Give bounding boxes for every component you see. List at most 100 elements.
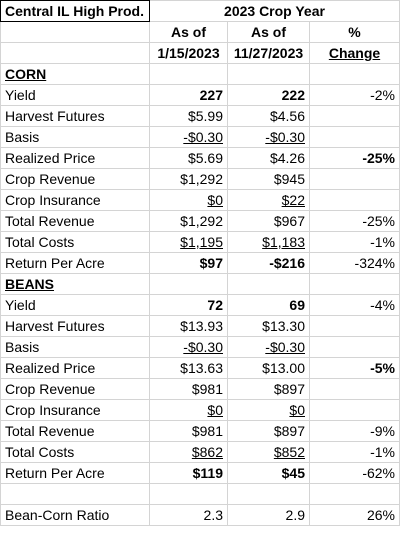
table-row: Bean-Corn Ratio 2.3 2.9 26% [0,504,400,526]
value-cell: -$0.30 [227,336,310,358]
value-cell: $4.56 [227,105,310,127]
value-cell: -$216 [227,252,310,274]
table-row: Total Revenue $981 $897 -9% [0,420,400,442]
table-title: Central IL High Prod. [0,0,150,22]
value-cell: $13.63 [149,357,228,379]
table-row: Crop Revenue $1,292 $945 [0,168,400,190]
table-row: Yield 72 69 -4% [0,294,400,316]
value-cell: $0 [227,399,310,421]
change-cell [309,168,400,190]
change-cell: -25% [309,147,400,169]
col1-header-top: As of [149,21,228,43]
section-row-corn: CORN [0,63,400,85]
value-cell: $897 [227,420,310,442]
value-cell: $1,195 [149,231,228,253]
section-label-corn: CORN [0,63,150,85]
row-label: Yield [0,294,150,316]
value-cell: 2.9 [227,504,310,526]
change-cell: -5% [309,357,400,379]
row-label: Bean-Corn Ratio [0,504,150,526]
row-label: Crop Insurance [0,399,150,421]
row-label: Basis [0,126,150,148]
table-row: Crop Insurance $0 $22 [0,189,400,211]
row-label: Basis [0,336,150,358]
change-cell [309,315,400,337]
crop-year-header: 2023 Crop Year [149,0,400,22]
row-label: Harvest Futures [0,105,150,127]
value-cell: $13.00 [227,357,310,379]
value-cell: $119 [149,462,228,484]
row-label: Realized Price [0,147,150,169]
table-row: Total Costs $1,195 $1,183 -1% [0,231,400,253]
change-cell: -9% [309,420,400,442]
header-row-1: Central IL High Prod. 2023 Crop Year [0,0,400,22]
change-cell [309,105,400,127]
value-cell: 72 [149,294,228,316]
value-cell: $945 [227,168,310,190]
header-blank [0,21,150,43]
table-row: Realized Price $13.63 $13.00 -5% [0,357,400,379]
value-cell: $1,183 [227,231,310,253]
value-cell: 69 [227,294,310,316]
change-cell [309,126,400,148]
change-cell: -1% [309,441,400,463]
value-cell: -$0.30 [149,126,228,148]
change-cell: -25% [309,210,400,232]
table-row: Total Costs $862 $852 -1% [0,441,400,463]
change-cell: -1% [309,231,400,253]
row-label: Return Per Acre [0,252,150,274]
value-cell: $97 [149,252,228,274]
header-row-2: As of As of % [0,21,400,43]
row-label: Crop Revenue [0,378,150,400]
value-cell: $4.26 [227,147,310,169]
col3-header-top: % [309,21,400,43]
table-row: Harvest Futures $5.99 $4.56 [0,105,400,127]
change-cell: -62% [309,462,400,484]
change-cell [309,336,400,358]
header-row-3: 1/15/2023 11/27/2023 Change [0,42,400,64]
value-cell: -$0.30 [227,126,310,148]
row-label: Crop Insurance [0,189,150,211]
value-cell: $22 [227,189,310,211]
value-cell: -$0.30 [149,336,228,358]
value-cell: $981 [149,420,228,442]
value-cell: $981 [149,378,228,400]
change-cell [309,189,400,211]
change-cell [309,399,400,421]
value-cell: 227 [149,84,228,106]
value-cell: $13.93 [149,315,228,337]
row-label: Total Costs [0,441,150,463]
value-cell: 2.3 [149,504,228,526]
table-row: Realized Price $5.69 $4.26 -25% [0,147,400,169]
table-row: Total Revenue $1,292 $967 -25% [0,210,400,232]
col2-header-top: As of [227,21,310,43]
table-row: Yield 227 222 -2% [0,84,400,106]
change-cell: -324% [309,252,400,274]
crop-budget-table: Central IL High Prod. 2023 Crop Year As … [0,0,400,526]
table-row: Basis -$0.30 -$0.30 [0,126,400,148]
change-cell: -4% [309,294,400,316]
change-cell: -2% [309,84,400,106]
table-row: Return Per Acre $97 -$216 -324% [0,252,400,274]
change-cell [309,378,400,400]
row-label: Total Revenue [0,420,150,442]
value-cell: $852 [227,441,310,463]
row-label: Return Per Acre [0,462,150,484]
section-row-beans: BEANS [0,273,400,295]
row-label: Total Revenue [0,210,150,232]
spacer-row [0,483,400,505]
value-cell: $1,292 [149,168,228,190]
value-cell: $1,292 [149,210,228,232]
table-row: Return Per Acre $119 $45 -62% [0,462,400,484]
value-cell: $5.99 [149,105,228,127]
value-cell: 222 [227,84,310,106]
row-label: Crop Revenue [0,168,150,190]
table-row: Crop Revenue $981 $897 [0,378,400,400]
value-cell: $862 [149,441,228,463]
row-label: Total Costs [0,231,150,253]
row-label: Realized Price [0,357,150,379]
row-label: Harvest Futures [0,315,150,337]
col1-header-bottom: 1/15/2023 [149,42,228,64]
value-cell: $0 [149,399,228,421]
value-cell: $897 [227,378,310,400]
